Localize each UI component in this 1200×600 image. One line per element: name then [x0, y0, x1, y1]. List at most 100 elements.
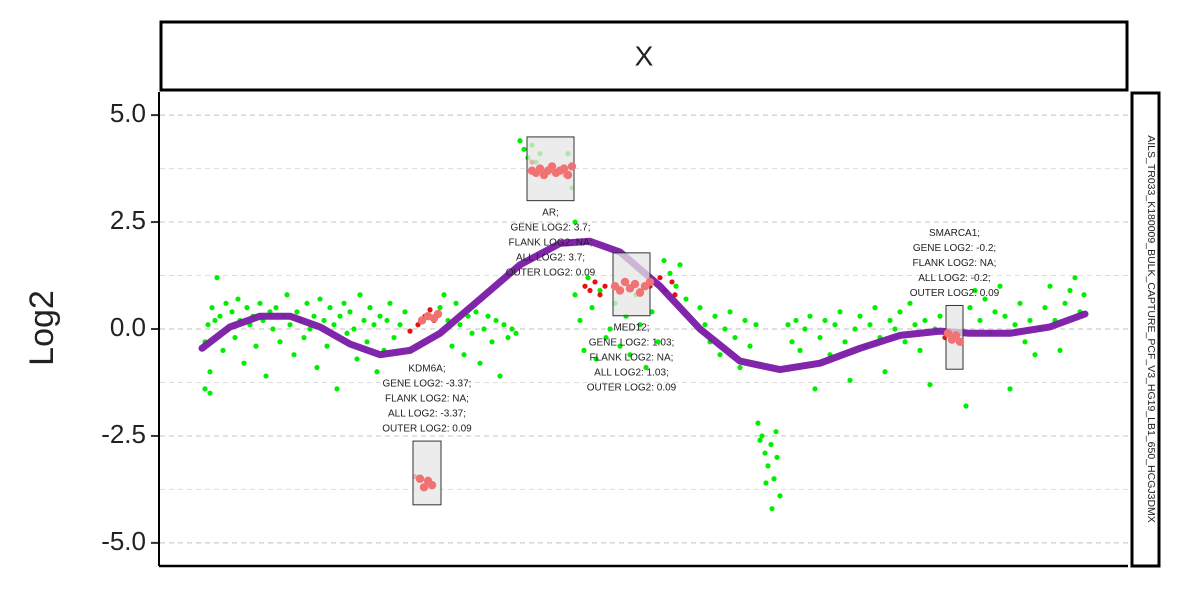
data-point	[1067, 287, 1073, 294]
data-point	[963, 403, 969, 409]
data-point	[344, 330, 350, 336]
data-point	[287, 322, 293, 328]
gene-annotation: GENE LOG2: -3.37;	[383, 379, 472, 390]
data-point	[485, 313, 491, 319]
data-point	[241, 360, 247, 366]
trend-line	[198, 237, 1089, 374]
gene-box	[412, 440, 442, 506]
data-point	[244, 305, 250, 311]
data-point	[759, 433, 765, 439]
data-point	[257, 300, 263, 306]
data-point	[351, 326, 357, 332]
data-point	[253, 343, 259, 349]
data-point	[643, 364, 649, 371]
data-point	[777, 493, 783, 499]
gene-annotation: ALL LOG2: 1.03;	[594, 367, 669, 378]
data-point	[607, 326, 613, 332]
data-point	[667, 270, 673, 276]
data-point	[852, 326, 858, 332]
data-point	[702, 322, 708, 328]
data-point	[521, 146, 527, 152]
data-point	[917, 347, 923, 353]
data-point	[1057, 347, 1063, 353]
data-point	[627, 352, 633, 358]
data-point	[270, 326, 276, 332]
data-point	[301, 334, 307, 341]
data-point	[205, 322, 211, 328]
data-point	[797, 347, 803, 353]
data-point	[547, 162, 557, 171]
gene-annotation: ALL LOG2: 3.7;	[516, 252, 585, 263]
data-point	[572, 219, 578, 225]
data-point	[1012, 322, 1018, 328]
data-point	[737, 364, 743, 371]
data-point	[291, 352, 297, 358]
data-point	[327, 305, 333, 311]
data-point	[982, 296, 988, 302]
gene-annotation: SMARCA1;	[929, 228, 980, 239]
side-strip-box	[1130, 91, 1161, 568]
data-point	[419, 483, 429, 492]
data-point	[559, 164, 569, 173]
data-point	[802, 326, 808, 332]
data-point	[649, 309, 655, 315]
data-point	[207, 369, 213, 375]
data-point	[683, 296, 689, 302]
data-point	[263, 373, 269, 379]
data-point	[453, 300, 459, 306]
data-point	[717, 352, 723, 358]
gene-annotation: GENE LOG2: -0.2;	[913, 243, 996, 254]
data-point	[897, 309, 903, 315]
data-point	[655, 339, 661, 345]
data-point	[755, 420, 761, 426]
data-point	[449, 343, 455, 349]
data-point	[517, 138, 523, 144]
data-point	[481, 326, 487, 332]
gene-annotation: MED12;	[613, 322, 649, 333]
data-point	[1027, 317, 1033, 324]
data-point	[402, 309, 408, 315]
data-point	[912, 322, 918, 328]
data-point	[367, 305, 373, 311]
side-label: AILS_TR033_K180009_BULK_CAPTURE_PCF_V3_H…	[1145, 135, 1157, 523]
gene-annotation: FLANK LOG2: NA;	[913, 258, 997, 269]
data-point	[347, 309, 353, 315]
data-point	[212, 317, 218, 324]
data-point	[314, 364, 320, 371]
data-point	[441, 292, 447, 298]
data-point	[762, 450, 768, 456]
data-point	[384, 317, 390, 324]
data-point	[377, 313, 383, 319]
data-point	[597, 287, 603, 294]
data-point	[967, 305, 973, 311]
data-point	[1002, 313, 1008, 319]
gene-annotation: OUTER LOG2: 0.09	[506, 267, 596, 278]
strip-box	[159, 20, 1129, 92]
data-point	[415, 474, 425, 483]
data-point	[461, 352, 467, 358]
data-point	[311, 313, 317, 319]
data-point	[602, 283, 608, 289]
data-point	[769, 506, 775, 512]
gene-annotation: OUTER LOG2: 0.09	[587, 382, 677, 393]
data-point	[220, 347, 226, 353]
data-point	[304, 300, 310, 306]
data-point	[374, 369, 380, 375]
data-point	[589, 305, 595, 311]
data-point	[235, 296, 241, 302]
gene-annotation: OUTER LOG2: 0.09	[910, 288, 1000, 299]
data-point	[209, 305, 215, 311]
gene-annotation: AR;	[542, 207, 559, 218]
y-tick-label: 0.0	[110, 312, 146, 342]
gene-annotation: ALL LOG2: -3.37;	[388, 409, 466, 420]
strip-title: X	[635, 40, 654, 71]
data-point	[563, 170, 573, 180]
data-point	[937, 313, 943, 319]
data-point	[768, 441, 774, 448]
data-point	[872, 305, 878, 311]
data-point	[603, 334, 609, 341]
data-point	[284, 292, 290, 298]
data-point	[635, 288, 645, 297]
data-point	[763, 480, 769, 486]
data-point	[337, 313, 343, 319]
